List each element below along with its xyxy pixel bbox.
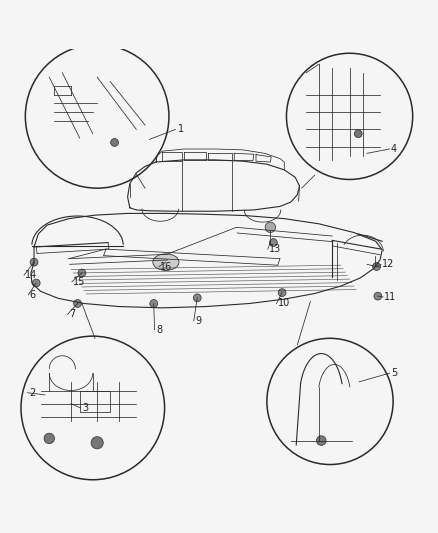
Circle shape [44, 433, 54, 443]
Text: 15: 15 [73, 277, 85, 287]
Circle shape [278, 289, 286, 296]
Text: 16: 16 [160, 262, 173, 271]
Circle shape [317, 436, 326, 446]
Circle shape [91, 437, 103, 449]
Circle shape [269, 239, 277, 246]
Text: 13: 13 [269, 244, 281, 254]
Bar [80, 391, 110, 413]
Text: 5: 5 [391, 368, 397, 378]
Circle shape [30, 258, 38, 266]
Circle shape [193, 294, 201, 302]
Circle shape [373, 263, 381, 270]
Text: 6: 6 [30, 290, 36, 300]
Text: 3: 3 [82, 403, 88, 413]
Circle shape [150, 300, 158, 308]
Circle shape [78, 269, 86, 277]
Circle shape [354, 130, 362, 138]
Text: 10: 10 [278, 298, 290, 309]
Text: 11: 11 [385, 292, 397, 302]
Text: 1: 1 [178, 124, 184, 134]
Text: 2: 2 [29, 387, 35, 398]
Circle shape [74, 300, 81, 308]
Ellipse shape [153, 254, 179, 270]
Text: 14: 14 [25, 270, 38, 280]
Circle shape [111, 139, 118, 147]
Text: 8: 8 [156, 325, 162, 335]
Circle shape [265, 222, 276, 232]
Circle shape [374, 292, 382, 300]
Circle shape [32, 279, 40, 287]
Text: 4: 4 [391, 144, 397, 154]
Text: 7: 7 [69, 309, 75, 319]
Text: 9: 9 [195, 316, 201, 326]
Text: 12: 12 [382, 260, 395, 269]
